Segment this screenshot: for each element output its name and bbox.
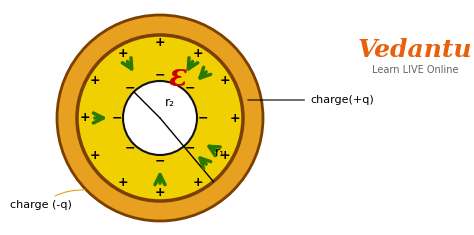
- Text: ε: ε: [169, 63, 187, 94]
- Text: +: +: [230, 111, 240, 125]
- Text: +: +: [219, 74, 230, 87]
- Text: Learn LIVE Online: Learn LIVE Online: [372, 65, 458, 75]
- Text: +: +: [80, 111, 91, 125]
- Text: +: +: [219, 149, 230, 162]
- Text: +: +: [90, 74, 100, 87]
- Circle shape: [123, 81, 197, 155]
- Text: charge(+q): charge(+q): [248, 95, 374, 105]
- Text: −: −: [155, 68, 165, 82]
- Text: −: −: [198, 111, 208, 125]
- Text: charge (-q): charge (-q): [10, 190, 85, 210]
- Text: +: +: [192, 176, 203, 189]
- Text: −: −: [124, 142, 135, 155]
- Text: Vedantu: Vedantu: [358, 38, 472, 62]
- Text: −: −: [124, 81, 135, 94]
- Text: +: +: [90, 149, 100, 162]
- Text: +: +: [117, 47, 128, 59]
- Text: +: +: [155, 36, 165, 50]
- Text: +: +: [192, 47, 203, 59]
- Circle shape: [77, 35, 243, 201]
- Circle shape: [57, 15, 263, 221]
- Text: −: −: [185, 81, 196, 94]
- Text: +: +: [117, 176, 128, 189]
- Text: r₁: r₁: [215, 146, 225, 160]
- Text: r₂: r₂: [165, 97, 175, 110]
- Text: −: −: [185, 142, 196, 155]
- Text: −: −: [112, 111, 122, 125]
- Text: −: −: [155, 154, 165, 168]
- Text: +: +: [155, 187, 165, 200]
